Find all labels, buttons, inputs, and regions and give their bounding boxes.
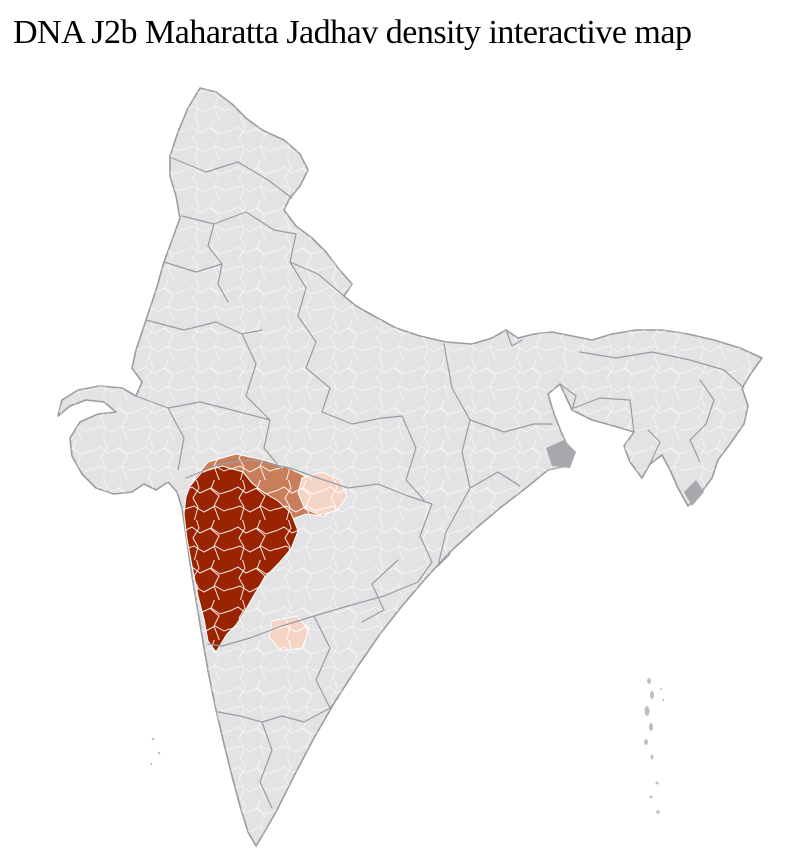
island[interactable] — [157, 751, 161, 755]
island[interactable] — [656, 810, 660, 814]
island[interactable] — [649, 723, 653, 731]
island[interactable] — [644, 706, 650, 716]
river-delta-shade — [546, 440, 576, 468]
state-borders — [135, 157, 745, 809]
andaman-nicobar-islands[interactable] — [644, 678, 664, 814]
island[interactable] — [149, 762, 153, 766]
island[interactable] — [647, 678, 651, 684]
island[interactable] — [660, 688, 662, 690]
page-title: DNA J2b Maharatta Jadhav density interac… — [13, 14, 692, 51]
lakshadweep-islands[interactable] — [149, 737, 161, 766]
island[interactable] — [650, 691, 654, 699]
northeast-hill-shade — [684, 480, 704, 506]
island[interactable] — [655, 781, 659, 785]
island[interactable] — [662, 699, 664, 701]
island[interactable] — [650, 754, 654, 760]
island[interactable] — [644, 739, 648, 745]
island[interactable] — [151, 737, 155, 741]
island[interactable] — [649, 795, 653, 799]
